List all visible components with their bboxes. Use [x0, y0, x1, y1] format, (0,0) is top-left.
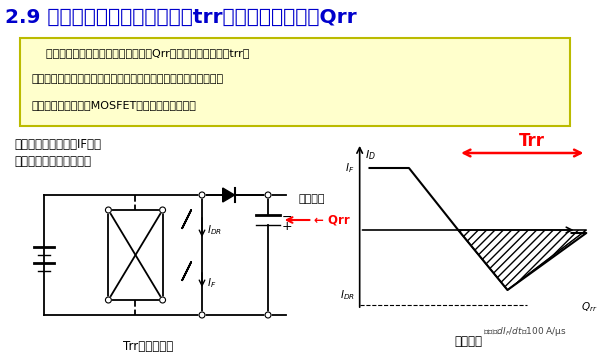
- Text: +: +: [282, 219, 292, 233]
- Text: 测试波形: 测试波形: [454, 335, 482, 348]
- Circle shape: [160, 207, 166, 213]
- Text: 寄生二极管通过电流IF后，: 寄生二极管通过电流IF后，: [15, 138, 102, 151]
- Circle shape: [160, 297, 166, 303]
- Text: 正向电流: 正向电流: [299, 194, 325, 204]
- Circle shape: [199, 312, 205, 318]
- Text: ← Qrr: ← Qrr: [314, 214, 350, 227]
- Text: 二极管可视为一种电容。积累的电荷Qrr完全放掉需要时间为trr。: 二极管可视为一种电容。积累的电荷Qrr完全放掉需要时间为trr。: [32, 48, 249, 58]
- Circle shape: [265, 192, 271, 198]
- Text: $I_F$: $I_F$: [346, 161, 355, 175]
- Circle shape: [265, 312, 271, 318]
- Text: Trr的测试电路: Trr的测试电路: [122, 340, 173, 353]
- Text: $Q_{rr}$: $Q_{rr}$: [581, 300, 598, 314]
- Circle shape: [106, 207, 112, 213]
- Text: $I_F$: $I_F$: [207, 276, 216, 290]
- Text: $I_{DR}$: $I_{DR}$: [207, 223, 222, 237]
- Text: 倾き：$dI_F/dt$＝100 A/μs: 倾き：$dI_F/dt$＝100 A/μs: [483, 325, 566, 338]
- Text: 让电压反向以进行测试。: 让电压反向以进行测试。: [15, 155, 92, 168]
- Text: 2.9 内部二极管的反向恢复时间trr、反向恢复电荷量Qrr: 2.9 内部二极管的反向恢复时间trr、反向恢复电荷量Qrr: [5, 8, 356, 27]
- Circle shape: [106, 297, 112, 303]
- Text: −: −: [282, 210, 292, 224]
- Text: $I_D$: $I_D$: [365, 148, 376, 162]
- Text: 二极管的电容特性使MOSFET开关频率受到限制。: 二极管的电容特性使MOSFET开关频率受到限制。: [32, 100, 196, 110]
- Polygon shape: [223, 188, 235, 202]
- Text: $I_{DR}$: $I_{DR}$: [340, 288, 355, 302]
- Circle shape: [199, 192, 205, 198]
- Text: 另外，由于反向恢复时，处于短路状态，损耗很大。因此内部寄生: 另外，由于反向恢复时，处于短路状态，损耗很大。因此内部寄生: [32, 74, 224, 84]
- Text: Trr: Trr: [519, 132, 545, 150]
- FancyBboxPatch shape: [20, 38, 569, 126]
